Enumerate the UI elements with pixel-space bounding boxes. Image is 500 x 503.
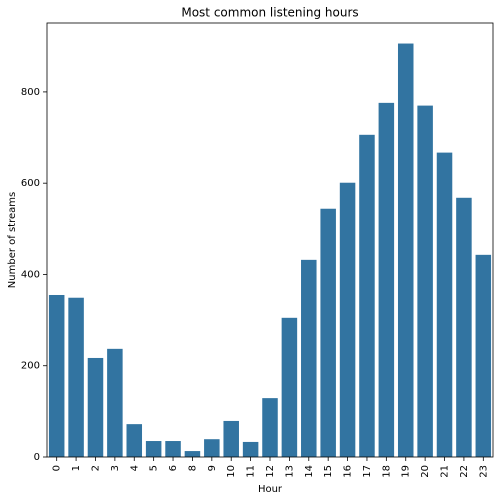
bar [68, 297, 84, 457]
y-tick-label: 0 [34, 452, 40, 463]
bar [281, 317, 298, 457]
x-tick-label: 8 [187, 465, 198, 471]
x-tick-label: 1 [71, 465, 82, 471]
bar [320, 208, 336, 457]
bar [87, 357, 104, 457]
bar [301, 259, 317, 457]
x-axis-label: Hour [258, 484, 283, 495]
bar [378, 102, 395, 457]
x-tick-label: 3 [110, 465, 121, 471]
x-tick-label: 14 [304, 465, 315, 478]
bar [456, 197, 472, 457]
bar [475, 254, 492, 457]
y-axis-label: Number of streams [7, 192, 18, 288]
bar [204, 439, 220, 457]
bar [107, 348, 123, 457]
x-tick-label: 5 [149, 465, 160, 471]
x-tick-label: 6 [168, 465, 179, 471]
x-tick-label: 9 [207, 465, 218, 471]
x-tick-label: 2 [90, 465, 101, 471]
x-tick-label: 22 [459, 465, 470, 478]
y-tick-label: 800 [21, 87, 40, 98]
x-tick-label: 20 [420, 465, 431, 478]
bar [339, 182, 356, 457]
bar [359, 134, 375, 457]
x-tick-label: 12 [265, 465, 276, 478]
y-tick-label: 400 [21, 269, 40, 280]
plot-frame [46, 22, 494, 458]
bar [436, 152, 453, 457]
y-tick-label: 600 [21, 178, 40, 189]
bar [165, 441, 181, 457]
x-tick-label: 16 [343, 465, 354, 478]
chart-title: Most common listening hours [181, 6, 358, 20]
bar [242, 441, 259, 457]
y-tick-label: 200 [21, 361, 40, 372]
bar [48, 294, 65, 457]
bar [397, 43, 414, 457]
x-tick-label: 10 [226, 465, 237, 478]
bar [223, 420, 239, 457]
bar [417, 105, 433, 457]
x-tick-label: 15 [323, 465, 334, 478]
x-tick-label: 23 [478, 465, 489, 478]
x-tick-label: 17 [362, 465, 373, 478]
bar [262, 398, 278, 457]
bar [145, 441, 162, 457]
x-tick-label: 13 [284, 465, 295, 478]
x-tick-label: 0 [52, 465, 63, 471]
x-tick-label: 18 [381, 465, 392, 478]
x-tick-label: 21 [440, 465, 451, 478]
x-tick-label: 4 [129, 465, 140, 471]
x-tick-label: 11 [246, 465, 257, 478]
x-tick-label: 19 [401, 465, 412, 478]
bar [126, 424, 143, 457]
bar [184, 451, 201, 457]
